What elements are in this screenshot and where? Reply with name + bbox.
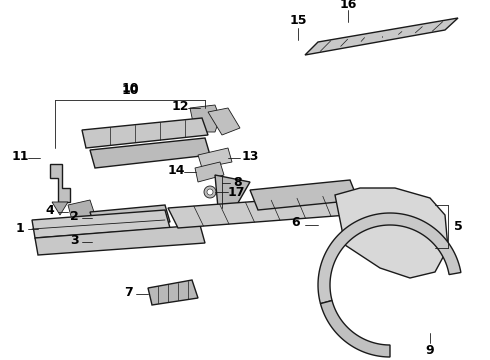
Circle shape <box>207 189 213 195</box>
Polygon shape <box>90 205 170 228</box>
Text: 10: 10 <box>121 81 139 94</box>
Circle shape <box>204 186 216 198</box>
Polygon shape <box>32 210 170 238</box>
Text: 13: 13 <box>241 150 259 163</box>
Polygon shape <box>208 108 240 135</box>
Polygon shape <box>250 180 358 210</box>
Polygon shape <box>168 195 348 228</box>
Polygon shape <box>190 105 220 132</box>
Text: 5: 5 <box>454 220 463 233</box>
Text: 2: 2 <box>70 210 78 222</box>
Polygon shape <box>68 200 95 220</box>
Text: 9: 9 <box>426 345 434 357</box>
Polygon shape <box>198 148 232 168</box>
Text: 10: 10 <box>121 84 139 96</box>
Text: 15: 15 <box>289 13 307 27</box>
Text: 16: 16 <box>339 0 357 12</box>
Text: 14: 14 <box>167 163 185 176</box>
Text: 3: 3 <box>70 234 78 247</box>
Text: 6: 6 <box>292 216 300 230</box>
Polygon shape <box>90 138 210 168</box>
Polygon shape <box>82 118 208 148</box>
Polygon shape <box>335 188 448 278</box>
Polygon shape <box>215 175 250 208</box>
Polygon shape <box>35 225 205 255</box>
Polygon shape <box>52 202 68 215</box>
Text: 17: 17 <box>227 185 245 198</box>
Text: 8: 8 <box>234 176 243 189</box>
Text: 7: 7 <box>123 285 132 298</box>
Polygon shape <box>318 213 461 303</box>
Text: 11: 11 <box>11 149 29 162</box>
Polygon shape <box>195 162 224 182</box>
Text: 4: 4 <box>46 203 54 216</box>
Text: 12: 12 <box>171 99 189 112</box>
Polygon shape <box>305 18 458 55</box>
Polygon shape <box>320 301 390 357</box>
Polygon shape <box>50 164 70 202</box>
Polygon shape <box>148 280 198 305</box>
Text: 1: 1 <box>16 222 24 235</box>
